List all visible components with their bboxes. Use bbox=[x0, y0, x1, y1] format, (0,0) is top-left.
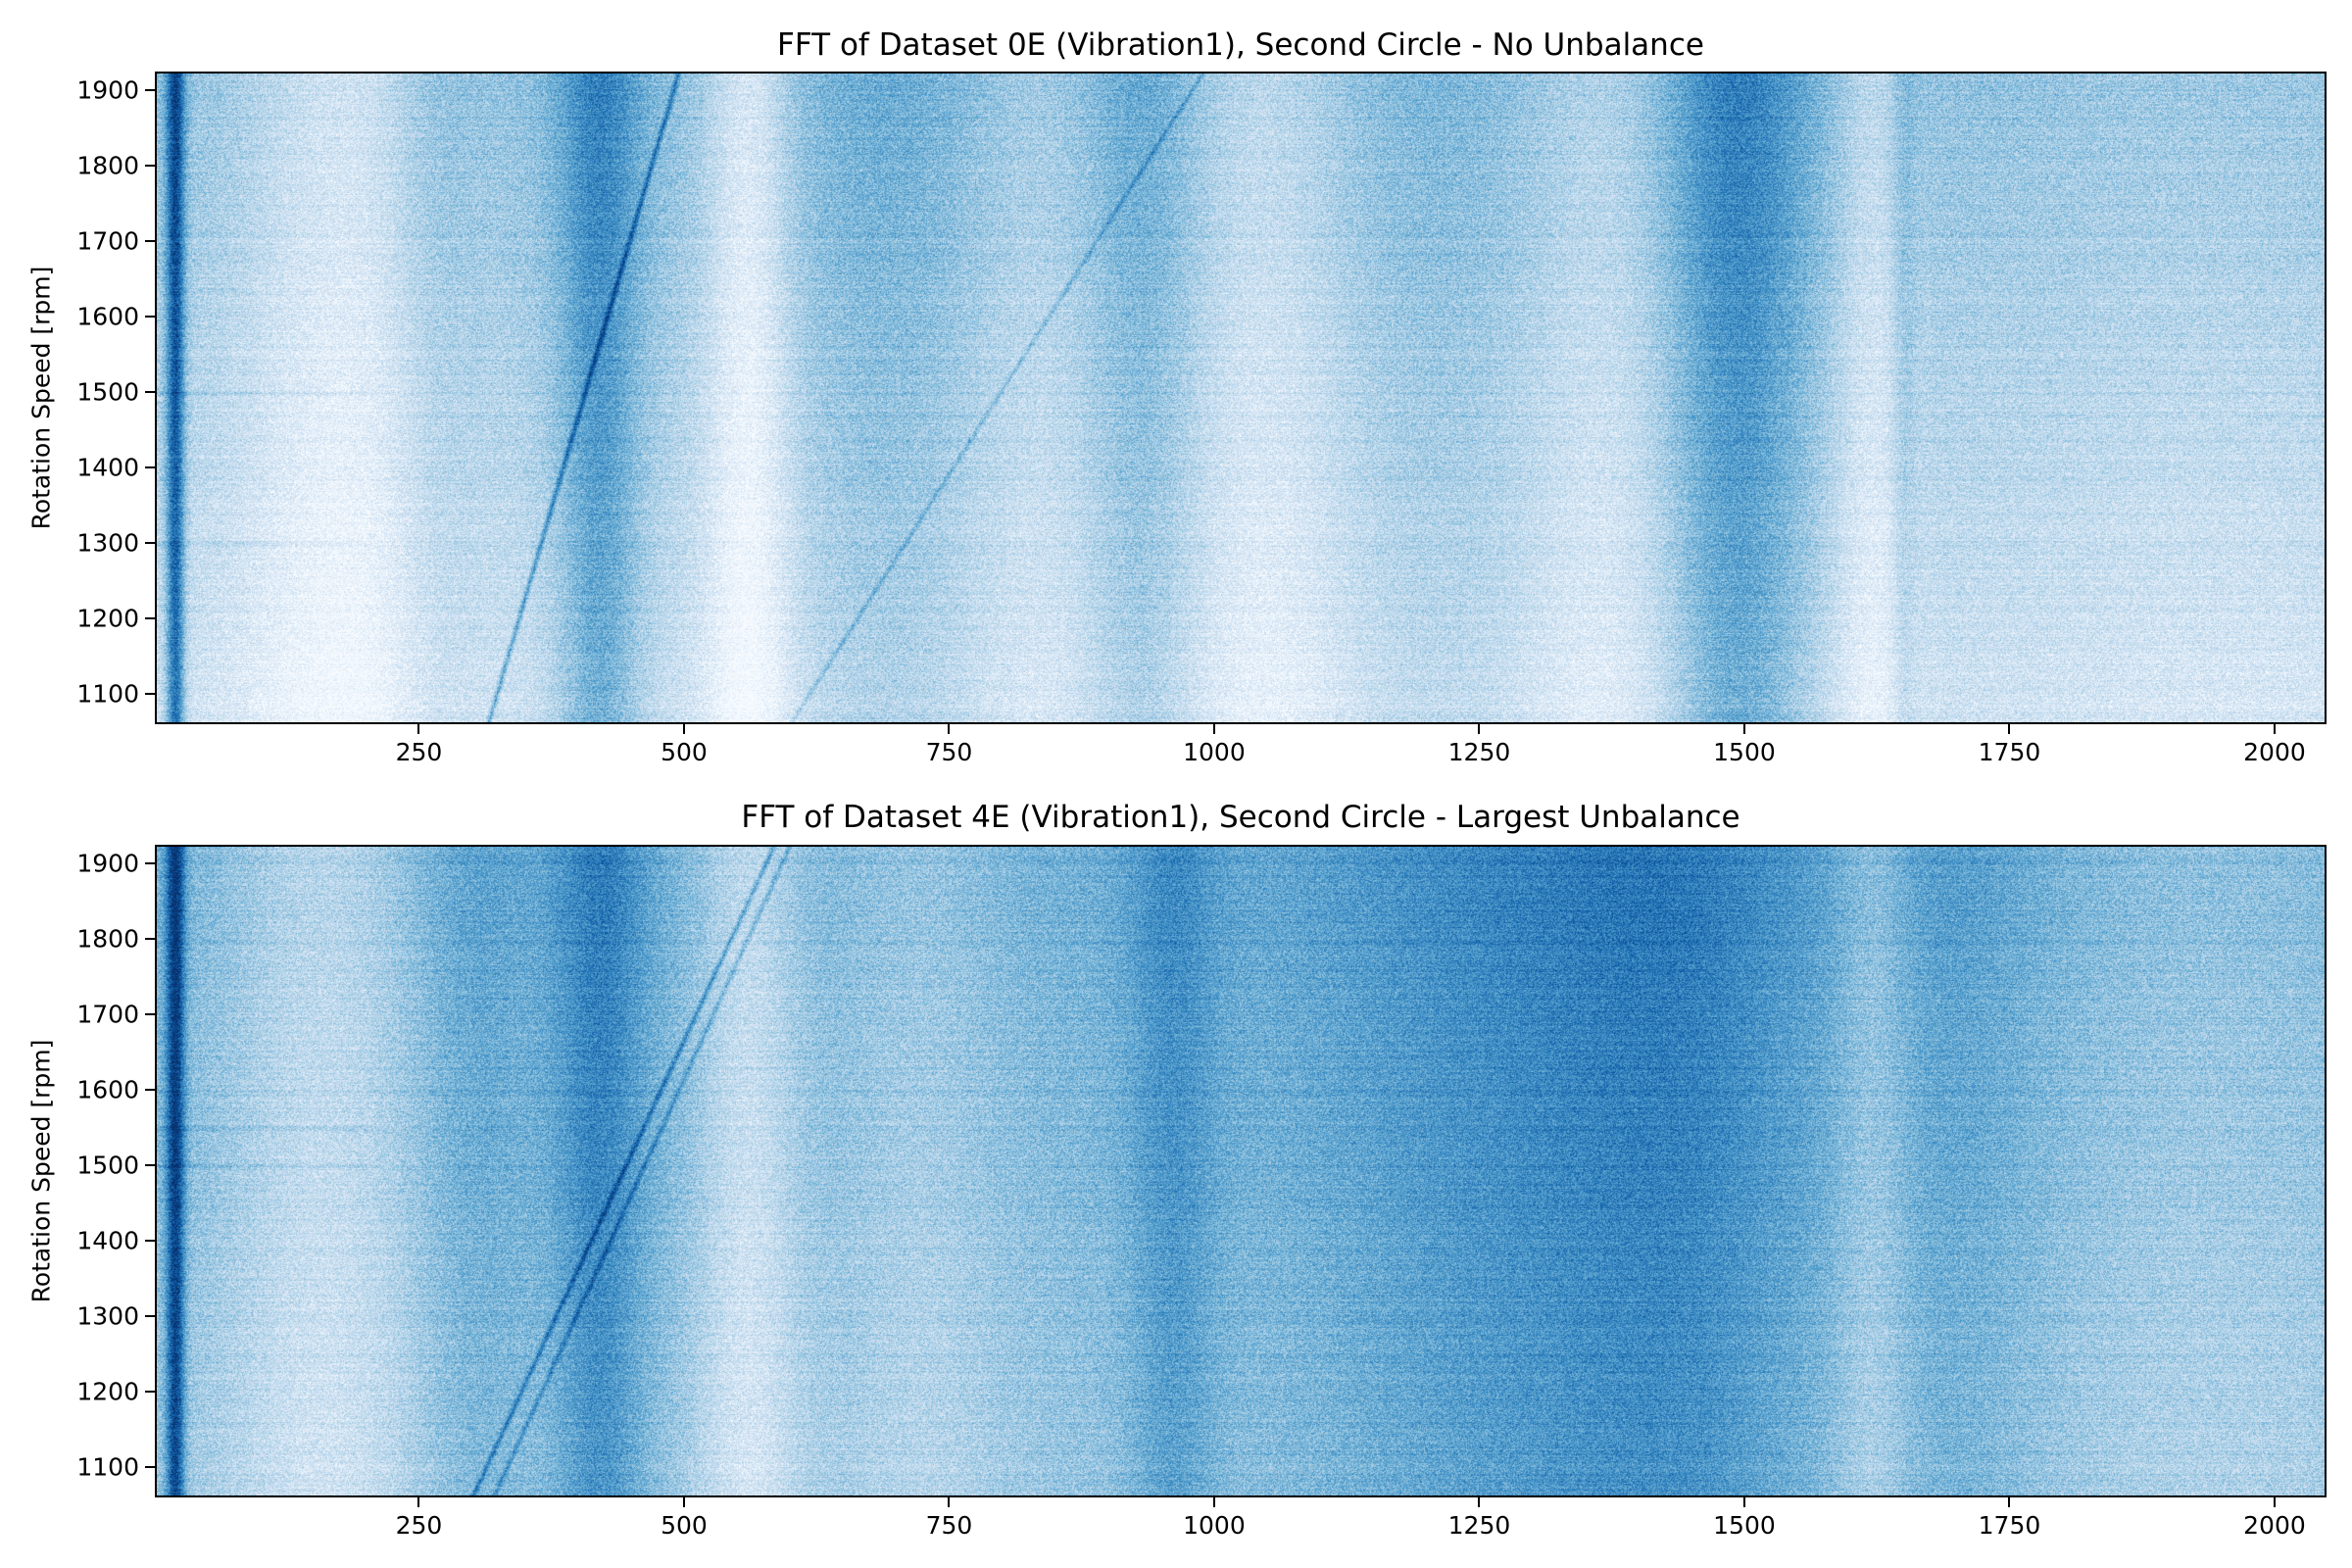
chart-2-y-tick-label: 1100 bbox=[76, 1452, 139, 1482]
chart-1-plot-area: 250 500 750 1000 1250 1500 1750 2000 1100 1200 130… bbox=[76, 72, 2327, 766]
chart-1-x-tick-label: 250 bbox=[395, 738, 443, 766]
chart-2-x-tick-label: 250 bbox=[395, 1511, 443, 1540]
chart-2-x-tick-label: 1000 bbox=[1183, 1511, 1246, 1540]
chart-1-y-tick bbox=[145, 89, 155, 92]
chart-2-y-tick-label: 1600 bbox=[76, 1075, 139, 1104]
chart-2-y-tick-label: 1900 bbox=[76, 849, 139, 878]
chart-1-y-tick bbox=[145, 391, 155, 394]
chart-2-x-tick-label: 750 bbox=[925, 1511, 973, 1540]
chart-1-y-tick-label: 1100 bbox=[76, 679, 139, 709]
chart-2-y-tick-label: 1700 bbox=[76, 1000, 139, 1029]
chart-1-x-tick-label: 1000 bbox=[1183, 738, 1246, 766]
chart-1-y-tick bbox=[145, 617, 155, 620]
chart-2-y-tick-label: 1800 bbox=[76, 924, 139, 954]
chart-2-y-axis-label: Rotation Speed [rpm] bbox=[26, 1039, 56, 1303]
chart-2-x-tick bbox=[948, 1497, 951, 1507]
chart-1-y-tick-label: 1500 bbox=[76, 377, 139, 407]
chart-1-x-tick-label: 500 bbox=[661, 738, 708, 766]
chart-2-y-tick bbox=[145, 862, 155, 865]
chart-1-x-tick-label: 1500 bbox=[1713, 738, 1776, 766]
chart-2-x-tick-label: 2000 bbox=[2243, 1511, 2306, 1540]
chart-1-heatmap bbox=[155, 72, 2327, 724]
chart-2-x-tick bbox=[2008, 1497, 2011, 1507]
chart-1-x-tick bbox=[2008, 724, 2011, 734]
chart-1-y-tick-label: 1600 bbox=[76, 302, 139, 331]
chart-1-y-tick bbox=[145, 240, 155, 243]
chart-1-y-axis-label: Rotation Speed [rpm] bbox=[26, 266, 56, 530]
chart-1-x-tick bbox=[1742, 724, 1745, 734]
chart-2-y-tick bbox=[145, 1240, 155, 1243]
chart-1-y-tick-label: 1700 bbox=[76, 226, 139, 256]
chart-1-x-tick bbox=[948, 724, 951, 734]
chart-2-y-tick-label: 1200 bbox=[76, 1377, 139, 1406]
chart-2-title: FFT of Dataset 4E (Vibration1), Second C… bbox=[741, 800, 1740, 835]
chart-2-y-tick bbox=[145, 1089, 155, 1092]
chart-2-y-tick bbox=[145, 1315, 155, 1318]
chart-2-y-tick bbox=[145, 1164, 155, 1167]
chart-2-y-tick-label: 1500 bbox=[76, 1151, 139, 1180]
chart-1-y-tick-label: 1400 bbox=[76, 453, 139, 482]
chart-2-x-tick bbox=[417, 1497, 420, 1507]
chart-1-x-tick bbox=[1212, 724, 1215, 734]
chart-1-y-tick bbox=[145, 316, 155, 318]
chart-2-y-tick bbox=[145, 1013, 155, 1016]
chart-2-x-tick-label: 1500 bbox=[1713, 1511, 1776, 1540]
chart-2-x-tick-label: 500 bbox=[661, 1511, 708, 1540]
chart-1-y-tick-label: 1200 bbox=[76, 604, 139, 633]
chart-2-y-tick bbox=[145, 938, 155, 941]
chart-1-x-tick bbox=[417, 724, 420, 734]
chart-2-x-tick bbox=[2273, 1497, 2276, 1507]
chart-1-y-tick-label: 1800 bbox=[76, 151, 139, 180]
chart-2-x-tick bbox=[682, 1497, 685, 1507]
chart-1-x-tick bbox=[1478, 724, 1481, 734]
chart-2-y-tick-label: 1300 bbox=[76, 1301, 139, 1331]
chart-1-title: FFT of Dataset 0E (Vibration1), Second C… bbox=[777, 27, 1704, 63]
chart-1-y-tick bbox=[145, 165, 155, 168]
chart-1-x-tick-label: 750 bbox=[925, 738, 973, 766]
chart-1-x-tick-label: 1250 bbox=[1447, 738, 1511, 766]
chart-1-y-tick-label: 1900 bbox=[76, 75, 139, 105]
chart-1-y-tick bbox=[145, 466, 155, 469]
chart-2-x-tick bbox=[1742, 1497, 1745, 1507]
chart-2-x-tick bbox=[1478, 1497, 1481, 1507]
chart-2-x-tick bbox=[1212, 1497, 1215, 1507]
chart-1-x-tick-label: 2000 bbox=[2243, 738, 2306, 766]
chart-1-x-tick bbox=[682, 724, 685, 734]
chart-2-y-tick-label: 1400 bbox=[76, 1226, 139, 1255]
chart-2-plot-area: 250 500 750 1000 1250 1500 1750 2000 1100 1200 130… bbox=[76, 845, 2327, 1540]
chart-2-x-tick-label: 1750 bbox=[1978, 1511, 2041, 1540]
chart-1-x-tick bbox=[2273, 724, 2276, 734]
chart-1-y-tick bbox=[145, 693, 155, 696]
chart-2-y-tick bbox=[145, 1466, 155, 1469]
chart-1-y-tick bbox=[145, 542, 155, 545]
chart-2-y-tick bbox=[145, 1391, 155, 1394]
chart-1-y-tick-label: 1300 bbox=[76, 528, 139, 558]
chart-2-heatmap bbox=[155, 845, 2327, 1497]
chart-1-x-tick-label: 1750 bbox=[1978, 738, 2041, 766]
chart-2-x-tick-label: 1250 bbox=[1447, 1511, 1511, 1540]
